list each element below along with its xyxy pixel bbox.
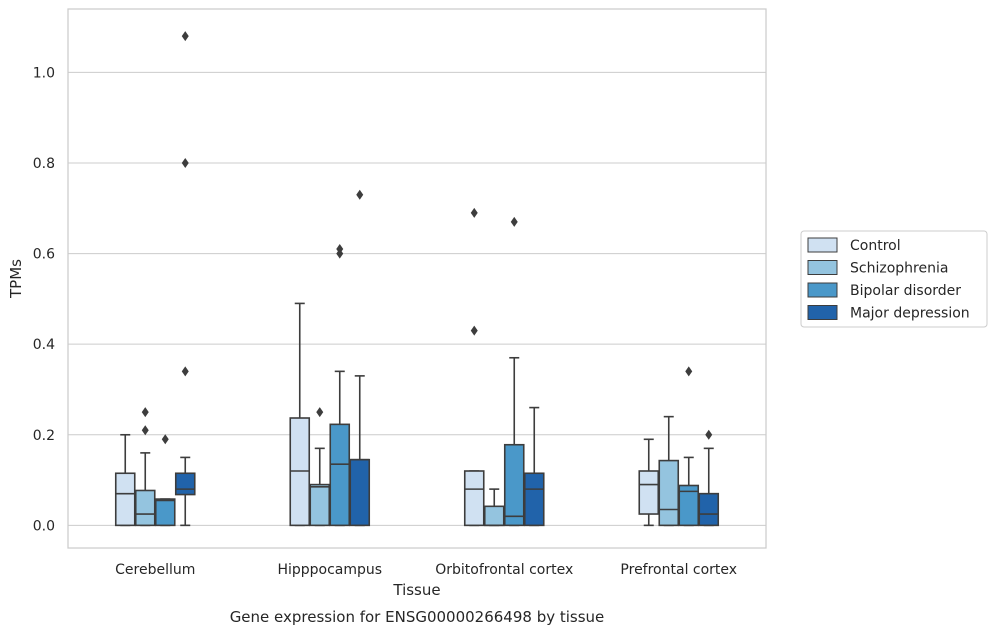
- box: [154, 498, 176, 527]
- outlier-point: [336, 244, 344, 255]
- chart-caption: Gene expression for ENSG00000266498 by t…: [230, 608, 605, 626]
- box: [678, 484, 700, 527]
- box-group: [309, 407, 331, 527]
- box-group: [349, 189, 371, 527]
- x-tick-label: Prefrontal cortex: [620, 562, 737, 578]
- legend-swatch: [807, 282, 838, 298]
- box-group: [463, 207, 485, 527]
- box: [638, 470, 660, 515]
- y-tick-label: 0.4: [33, 337, 55, 353]
- x-tick-labels: Cerebellum Hipppocampus Orbitofrontal cort…: [115, 562, 737, 578]
- y-tick-label: 0.2: [33, 428, 55, 444]
- box: [114, 472, 136, 527]
- outlier-point: [181, 158, 189, 168]
- legend-swatch: [807, 260, 838, 275]
- boxes-layer: [114, 31, 720, 527]
- y-tick-label: 0.6: [33, 247, 55, 263]
- legend-swatch: [807, 237, 838, 253]
- y-axis-label: TPMs: [7, 259, 25, 299]
- y-tick-label: 1.0: [33, 65, 55, 81]
- legend-swatch: [807, 305, 838, 320]
- box: [329, 423, 351, 527]
- outlier-point: [705, 429, 713, 440]
- outlier-point: [470, 207, 478, 218]
- outlier-point: [510, 216, 518, 227]
- outlier-point: [685, 366, 693, 377]
- box: [698, 492, 720, 527]
- box: [174, 472, 196, 496]
- outlier-point: [316, 407, 324, 418]
- legend-label: Major depression: [850, 306, 970, 322]
- box-group: [658, 415, 680, 527]
- outlier-point: [356, 189, 364, 200]
- box-group: [154, 434, 176, 527]
- y-tick-labels: 0.0 0.2 0.4 0.6 0.8 1.0: [33, 65, 55, 534]
- outlier-point: [161, 434, 169, 445]
- box: [463, 470, 485, 527]
- box-group: [503, 216, 525, 527]
- plot-frame: [67, 8, 767, 549]
- outlier-point: [141, 407, 149, 418]
- box-group: [289, 302, 311, 527]
- box: [134, 489, 156, 527]
- box: [503, 443, 525, 527]
- box-group: [483, 488, 505, 527]
- legend-label: Schizophrenia: [850, 261, 948, 277]
- box-group: [174, 31, 196, 527]
- box-group: [114, 433, 136, 527]
- gridlines: [68, 71, 766, 526]
- box-group: [329, 244, 351, 527]
- box-group: [678, 366, 700, 527]
- x-tick-label: Orbitofrontal cortex: [435, 562, 573, 578]
- box: [309, 483, 331, 527]
- y-tick-label: 0.8: [33, 156, 55, 172]
- legend: Control Schizophrenia Bipolar disorder Majo…: [800, 230, 988, 328]
- box-group: [134, 407, 156, 527]
- outlier-point: [181, 31, 189, 42]
- box-group: [523, 406, 545, 527]
- y-tick-label: 0.0: [33, 518, 55, 534]
- box-group: [638, 438, 660, 527]
- legend-label: Control: [850, 238, 901, 254]
- box: [483, 505, 505, 527]
- x-tick-label: Cerebellum: [115, 562, 195, 578]
- legend-label: Bipolar disorder: [850, 283, 961, 299]
- box-group: [698, 429, 720, 527]
- box: [349, 458, 371, 527]
- x-axis-label: Tissue: [392, 581, 440, 599]
- outlier-point: [141, 425, 149, 436]
- box: [523, 472, 545, 527]
- outlier-point: [470, 325, 478, 336]
- box: [658, 459, 680, 527]
- outlier-point: [181, 366, 189, 377]
- legend-frame: [800, 230, 988, 328]
- x-tick-label: Hipppocampus: [277, 562, 382, 578]
